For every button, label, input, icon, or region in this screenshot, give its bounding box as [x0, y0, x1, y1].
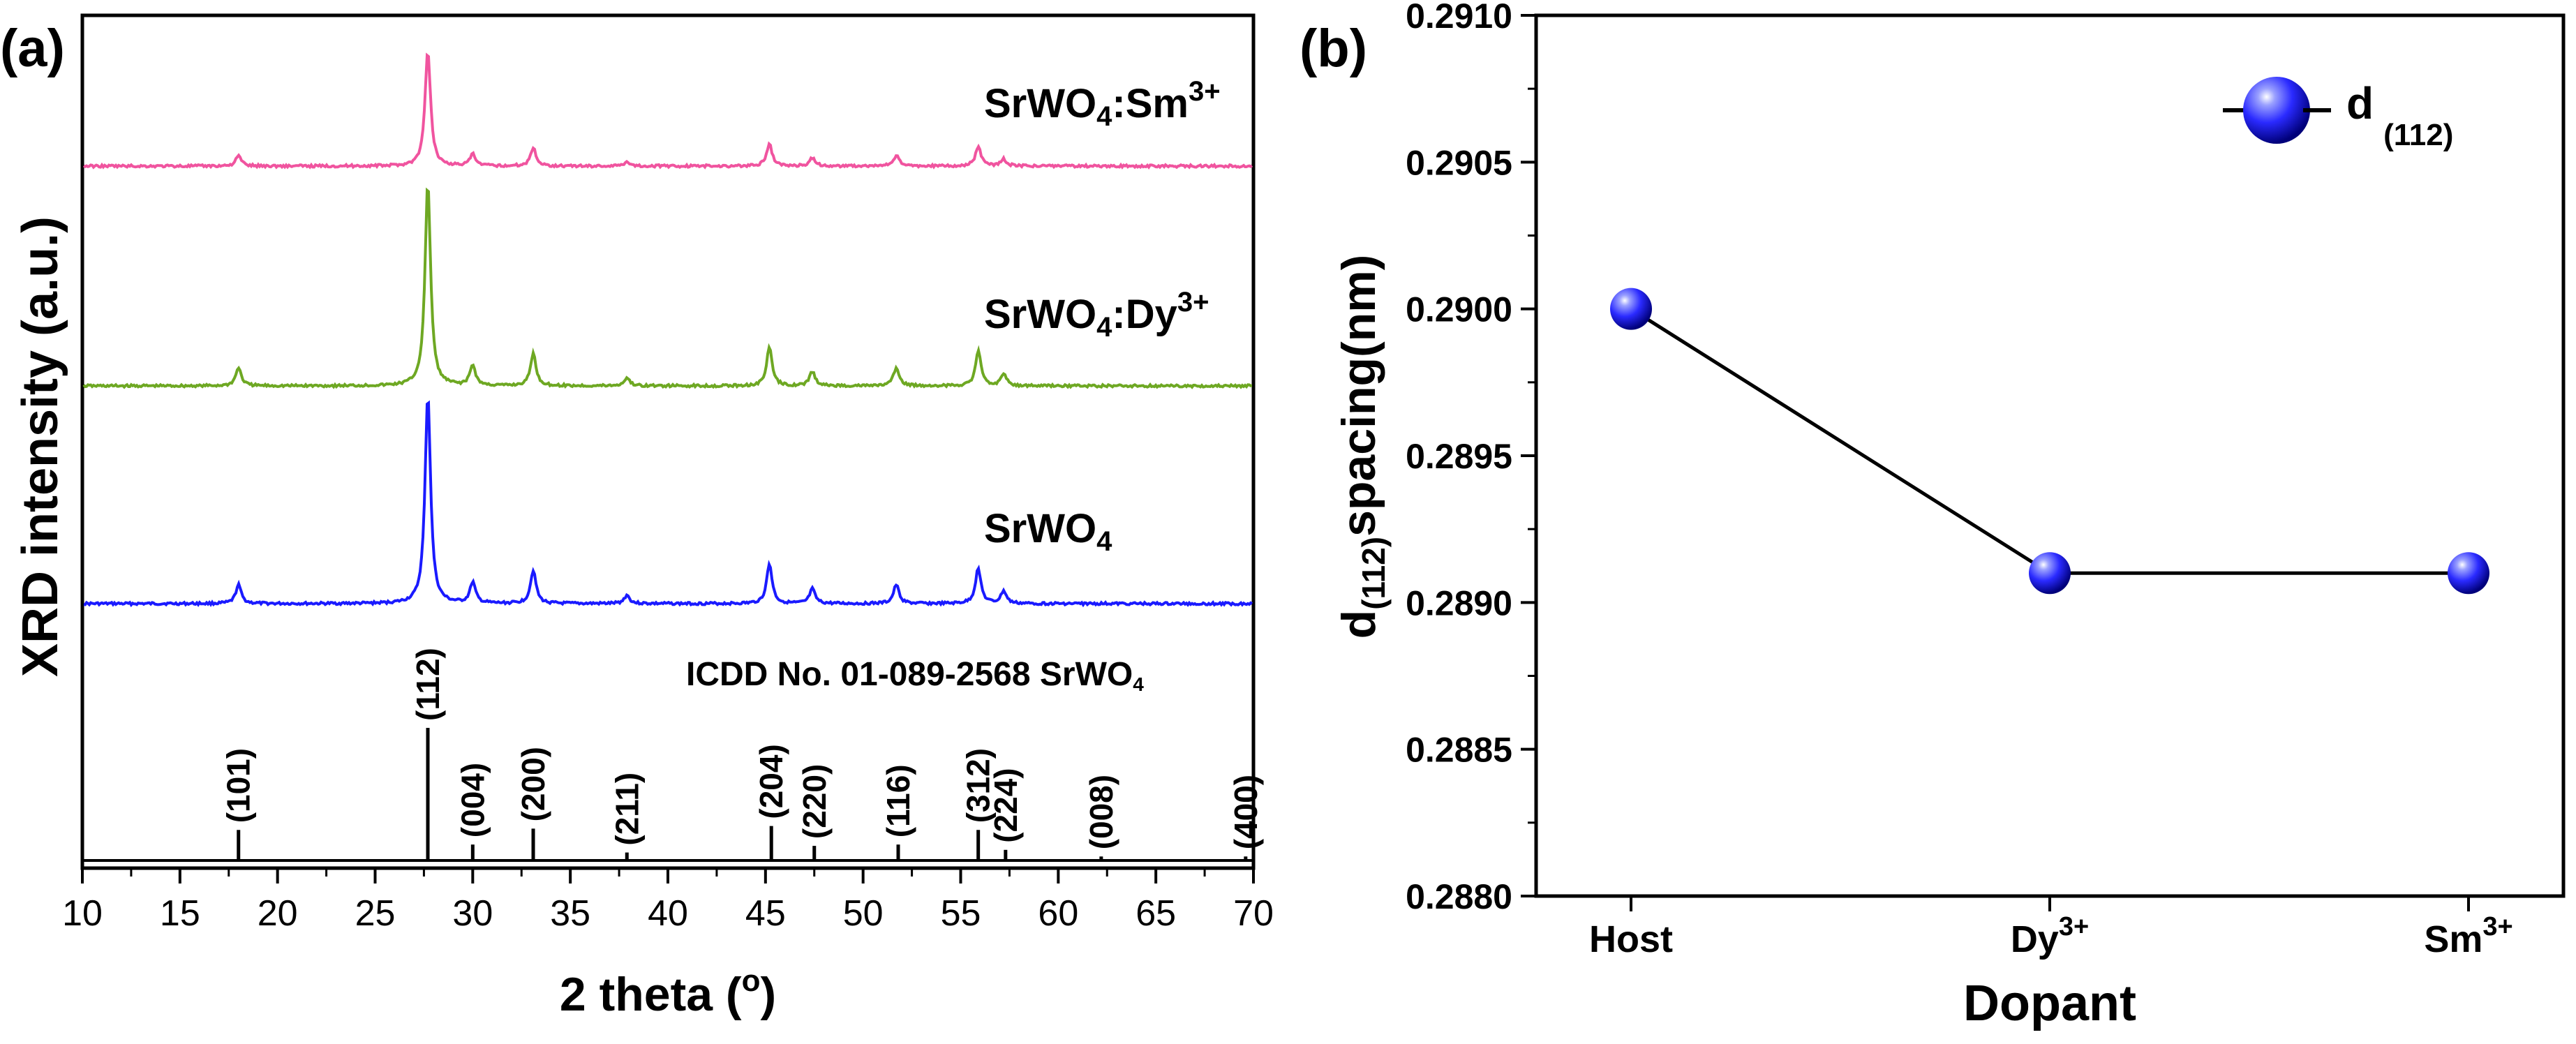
dspacing-point — [2029, 552, 2071, 595]
reference-hkl-label: (200) — [515, 747, 551, 821]
panel-b-label: (b) — [1300, 19, 1367, 78]
panel-a-x-axis-title: 2 theta (o) — [560, 964, 776, 1021]
reference-hkl-label: (312) — [960, 748, 997, 823]
reference-title: ICDD No. 01-089-2568 SrWO4 — [686, 656, 1144, 695]
panel-b-dspacing-chart: (b) d(112)spacing(nm) d(112) Dopant 0.28… — [1300, 0, 2566, 1031]
panel-a-plot-frame — [80, 13, 1256, 870]
reference-hkl-label: (004) — [454, 763, 491, 837]
panel-a-x-tick-label: 30 — [452, 893, 493, 934]
xrd-trace-host — [83, 400, 1253, 608]
panel-b-y-tick-label: 0.2895 — [1406, 437, 1512, 476]
panel-a-x-tick-label: 10 — [62, 893, 103, 934]
reference-hkl-label: (112) — [410, 648, 446, 721]
series-label-sm: SrWO4:Sm3+ — [984, 76, 1221, 132]
legend: d(112) — [2223, 77, 2453, 152]
reference-hkl-label: (008) — [1083, 775, 1119, 849]
panel-a-xrd-chart: (a) XRD intensity (a.u.) ICDD No. 01-089… — [0, 13, 1274, 1021]
panel-a-label: (a) — [0, 19, 65, 78]
series-label-dy: SrWO4:Dy3+ — [984, 287, 1209, 343]
panel-a-x-tick-label: 55 — [941, 893, 981, 934]
panel-a-x-tick-label: 25 — [355, 893, 396, 934]
panel-b-y-tick-label: 0.2900 — [1406, 290, 1512, 329]
panel-b-y-tick-label: 0.2880 — [1406, 877, 1512, 916]
panel-a-x-tick-label: 50 — [843, 893, 884, 934]
reference-hkl-label: (116) — [880, 764, 916, 837]
panel-b-x-tick-label: Dy3+ — [2011, 912, 2089, 960]
panel-a-x-tick-label: 70 — [1233, 893, 1274, 934]
series-label-host: SrWO4 — [984, 506, 1112, 557]
reference-hkl-label: (211) — [609, 773, 645, 846]
xrd-trace-dy — [82, 187, 1252, 389]
panel-a-x-tick-label: 60 — [1038, 893, 1078, 934]
panel-b-y-axis-title: d(112)spacing(nm) — [1332, 255, 1392, 639]
panel-b-y-tick-label: 0.2905 — [1406, 143, 1512, 182]
panel-a-x-tick-label: 45 — [745, 893, 786, 934]
reference-hkl-label: (220) — [796, 764, 833, 839]
panel-a-x-tick-label: 35 — [550, 893, 590, 934]
dspacing-point — [1610, 288, 1652, 330]
legend-marker — [2243, 77, 2310, 144]
dspacing-point — [2448, 552, 2489, 595]
panel-a-x-tick-label: 15 — [160, 893, 200, 934]
xrd-trace-sm — [82, 52, 1253, 170]
panel-b-y-tick-label: 0.2890 — [1406, 583, 1512, 622]
panel-a-x-tick-label: 40 — [648, 893, 688, 934]
reference-hkl-label: (224) — [988, 768, 1024, 842]
panel-b-y-tick-label: 0.2910 — [1406, 0, 1512, 36]
legend-label: d(112) — [2346, 78, 2453, 152]
panel-b-x-tick-label: Sm3+ — [2424, 912, 2512, 960]
dspacing-line — [1630, 307, 2469, 575]
panel-a-x-tick-label: 65 — [1136, 893, 1176, 934]
reference-hkl-label: (400) — [1228, 775, 1264, 849]
panel-b-x-tick-label: Host — [1589, 918, 1673, 960]
panel-a-y-axis-title: XRD intensity (a.u.) — [13, 216, 68, 677]
reference-hkl-label: (101) — [221, 748, 257, 823]
panel-b-y-tick-label: 0.2885 — [1406, 731, 1512, 770]
panel-b-x-axis-title: Dopant — [1963, 976, 2136, 1031]
panel-a-x-tick-label: 20 — [258, 893, 298, 934]
reference-hkl-label: (204) — [753, 744, 789, 819]
